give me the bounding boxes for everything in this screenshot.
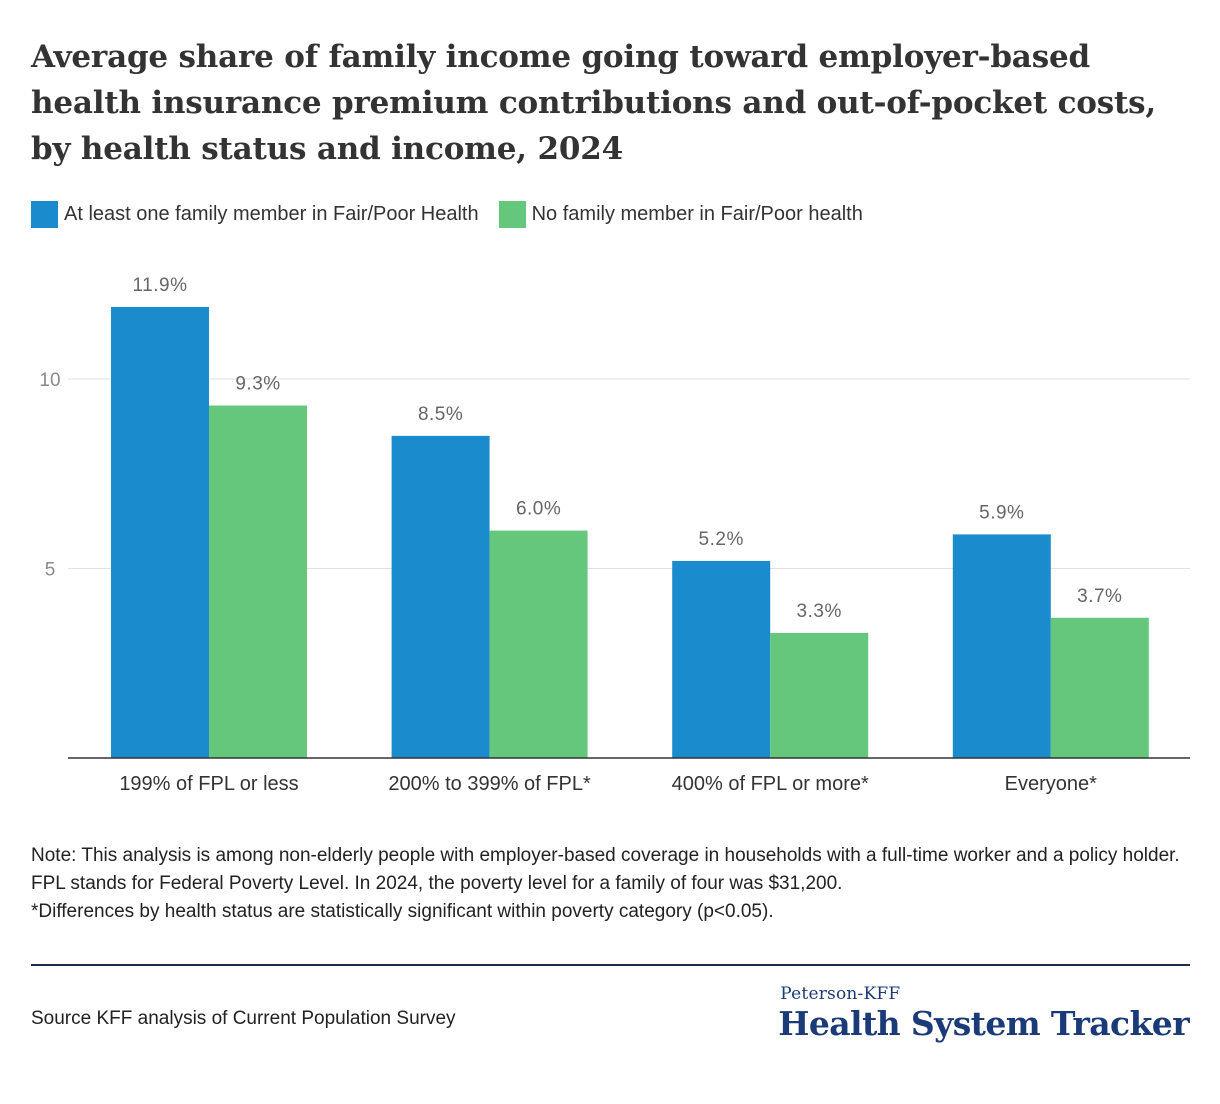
footer-divider (31, 964, 1190, 966)
chart-title: Average share of family income going tow… (31, 39, 1156, 167)
x-category-label: 400% of FPL or more* (672, 773, 869, 795)
note-significance: *Differences by health status are statis… (31, 901, 774, 922)
bar (1050, 617, 1149, 758)
bar (952, 534, 1051, 758)
bar-chart: 5 10 11.9% 9.3% 199% of FPL or less 8.5% 6.0% 2… (39, 275, 1190, 795)
bar (209, 405, 307, 758)
y-tick-label: 5 (45, 560, 56, 581)
bar (672, 560, 771, 758)
legend-item-fair-poor: At least one family member in Fair/Poor … (31, 200, 479, 228)
legend-swatch-green (498, 200, 526, 228)
bar (770, 632, 869, 758)
note-text: Note: This analysis is among non-elderly… (31, 845, 1180, 894)
source-text: Source KFF analysis of Current Populatio… (31, 1008, 456, 1029)
chart-note: Note: This analysis is among non-elderly… (31, 842, 1201, 926)
brand-big-text: Health System Tracker (778, 1004, 1189, 1043)
legend-label-no-fair-poor: No family member in Fair/Poor health (531, 202, 863, 225)
bar (111, 306, 209, 758)
legend-item-no-fair-poor: No family member in Fair/Poor health (498, 200, 863, 228)
x-category-label: 200% to 399% of FPL* (388, 773, 591, 795)
data-label: 3.3% (797, 601, 842, 622)
legend-swatch-blue (31, 200, 58, 228)
data-label: 11.9% (133, 275, 188, 296)
data-label: 9.3% (235, 374, 280, 395)
bar (489, 530, 588, 758)
data-label: 3.7% (1077, 586, 1122, 607)
data-label: 5.2% (699, 529, 744, 550)
legend-label-fair-poor: At least one family member in Fair/Poor … (64, 202, 479, 225)
brand-logo: Peterson-KFF Health System Tracker (778, 984, 1189, 1044)
data-label: 8.5% (418, 404, 463, 425)
y-tick-label: 10 (39, 370, 60, 391)
legend: At least one family member in Fair/Poor … (31, 198, 883, 230)
x-category-label: Everyone* (1005, 773, 1097, 795)
data-label: 5.9% (979, 502, 1024, 523)
brand-small-text: Peterson-KFF (780, 984, 901, 1004)
bar (391, 435, 490, 758)
x-category-label: 199% of FPL or less (119, 773, 298, 795)
data-label: 6.0% (516, 499, 561, 520)
